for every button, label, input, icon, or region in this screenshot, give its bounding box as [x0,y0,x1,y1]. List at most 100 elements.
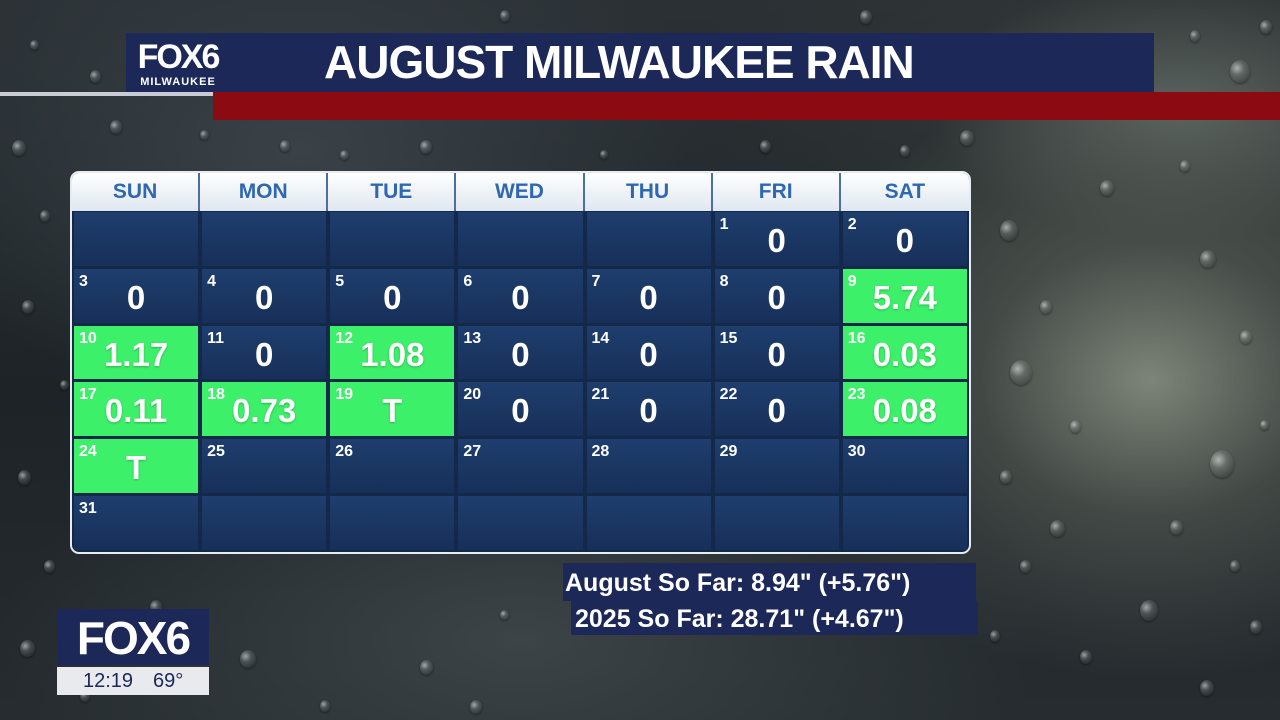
raindrop [1170,520,1183,535]
day-number: 26 [335,443,354,461]
current-temperature: 69° [153,670,184,692]
calendar-day-cell [202,496,327,550]
day-number: 5 [335,272,345,290]
rainfall-value: 0 [511,392,530,430]
raindrop [60,380,69,390]
calendar-day-cell: 17 0.11 [74,382,199,437]
rainfall-value: 0 [511,335,530,373]
calendar-day-cell: 16 0.03 [842,325,967,380]
rainfall-value: 0 [255,335,274,373]
raindrop [600,150,608,159]
raindrop [1010,360,1032,385]
rainfall-value: 0 [383,278,402,316]
calendar-day-cell [330,496,455,550]
raindrop [110,120,122,134]
raindrop [990,630,1000,642]
day-number: 24 [79,443,97,461]
calendar-day-cell: 23 0.08 [842,382,967,437]
day-number: 22 [719,386,738,404]
day-number: 10 [79,329,97,347]
day-number: 13 [463,329,482,347]
current-time: 12:19 [83,670,134,692]
calendar-day-cell [74,212,199,266]
raindrop [1210,450,1234,478]
fox6-bug-logo: FOX6 [57,609,209,665]
rainfall-value: 0 [767,335,786,373]
rainfall-value: 1.17 [103,335,169,373]
rainfall-value: 0 [767,392,786,430]
calendar-day-cell: 9 5.74 [842,268,967,323]
day-number: 27 [463,443,482,461]
raindrop [1240,330,1252,344]
raindrop [12,140,26,156]
raindrop [320,700,330,712]
raindrop [960,130,974,146]
day-number: 29 [719,443,738,461]
rainfall-value: 0.73 [232,392,297,430]
rainfall-value: 0 [767,222,786,259]
raindrop [40,210,50,222]
calendar-day-cell [842,496,967,550]
weekday-thu: THU [585,173,713,211]
day-number: 20 [463,386,482,404]
raindrop [22,300,34,314]
rainfall-value: 5.74 [872,278,937,316]
rainfall-value: 0 [511,278,530,316]
day-number: 2 [847,216,857,233]
day-number: 25 [207,443,225,461]
raindrop [90,70,101,83]
raindrop [1200,250,1216,268]
rainfall-value: T [125,449,147,487]
day-number: 8 [719,272,729,290]
raindrop [1260,420,1269,430]
calendar-day-cell: 27 [458,439,583,494]
calendar-day-cell: 20 0 [458,382,583,437]
raindrop [1070,420,1081,433]
raindrop [80,690,90,702]
calendar-day-cell: 14 0 [586,325,711,380]
weekday-tue: TUE [328,173,457,211]
rainfall-value: 1.08 [360,335,425,373]
day-number: 23 [847,386,866,404]
calendar-day-cell: 19 T [330,382,455,437]
day-number: 31 [79,500,97,518]
raindrop [240,650,256,668]
calendar-day-cell: 29 [714,439,839,494]
rainfall-value: T [382,392,403,430]
calendar-weekday-header: SUN MON TUE WED THU FRI SAT [72,173,969,211]
raindrop [1190,30,1200,42]
raindrop [860,10,872,24]
raindrop [420,660,433,675]
weekday-sat: SAT [884,180,926,203]
raindrop [1050,520,1065,537]
calendar-day-cell [458,212,583,266]
calendar-day-cell [714,496,839,550]
raindrop [1020,560,1031,573]
day-number: 21 [591,386,610,404]
calendar-day-cell [202,212,327,266]
weekday-mon: MON [200,173,329,211]
calendar-day-cell: 22 0 [714,382,839,437]
rainfall-value: 0 [639,278,658,316]
calendar-day-cell: 13 0 [458,325,583,380]
weekday-fri: FRI [713,173,841,211]
raindrop [340,150,349,160]
header-bar [126,33,1154,92]
day-number: 17 [79,386,97,404]
rainfall-value: 0.11 [104,392,168,430]
raindrop [20,640,35,657]
header-red-stripe [213,92,1280,120]
page-title: AUGUST MILWAUKEE RAIN [324,36,915,88]
logo-subtext: MILWAUKEE [140,76,216,88]
raindrop [900,145,910,157]
raindrop [1140,600,1158,621]
rainfall-value: 0 [767,278,786,316]
calendar-day-cell: 28 [586,439,711,494]
calendar-grid: 1 0 2 0 3 0 4 0 5 0 6 0 7 0 8 0 9 5.74 10 1.17 11 0 12 1.08 13 0 1… [72,211,969,552]
day-number: 28 [591,443,610,461]
day-number: 7 [591,272,601,290]
